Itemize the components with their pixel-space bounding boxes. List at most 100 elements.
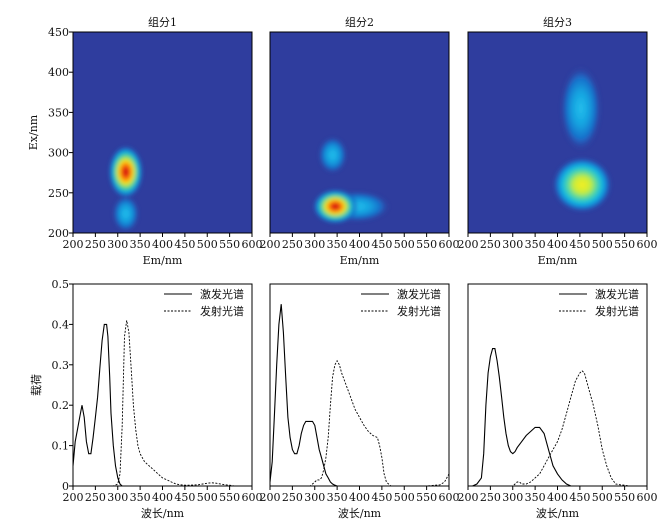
x-tick-label: 550 xyxy=(614,491,635,504)
x-tick-label: 200 xyxy=(260,491,281,504)
y-tick-label: 0.2 xyxy=(52,399,70,412)
x-tick-label: 500 xyxy=(394,491,415,504)
x-tick-label: 600 xyxy=(242,491,263,504)
x-tick-label: 200 xyxy=(458,491,479,504)
x-tick-label: 400 xyxy=(152,491,173,504)
x-tick-label: 350 xyxy=(130,238,151,251)
legend-label: 发射光谱 xyxy=(397,304,441,318)
y-axis-label: Ex/nm xyxy=(27,114,40,150)
x-axis-label: 波长/nm xyxy=(141,507,185,520)
y-tick-label: 300 xyxy=(48,147,69,160)
x-tick-label: 250 xyxy=(480,238,501,251)
peak xyxy=(112,195,139,232)
x-tick-label: 500 xyxy=(197,238,218,251)
legend-label: 激发光谱 xyxy=(595,287,639,301)
legend-label: 发射光谱 xyxy=(595,304,639,318)
x-tick-label: 600 xyxy=(439,491,460,504)
x-tick-label: 600 xyxy=(242,238,263,251)
x-tick-label: 300 xyxy=(107,491,128,504)
excitation-line xyxy=(468,348,572,486)
x-axis-label: Em/nm xyxy=(340,254,380,267)
legend-label: 激发光谱 xyxy=(397,287,441,301)
x-tick-label: 500 xyxy=(394,238,415,251)
plot-background xyxy=(73,284,252,486)
y-tick-label: 250 xyxy=(48,187,69,200)
x-tick-label: 200 xyxy=(458,238,479,251)
plot-background xyxy=(270,284,449,486)
peak xyxy=(553,157,612,212)
x-tick-label: 600 xyxy=(439,238,460,251)
series-group xyxy=(73,320,235,486)
x-tick-label: 300 xyxy=(107,238,128,251)
x-tick-label: 350 xyxy=(130,491,151,504)
y-tick-label: 450 xyxy=(48,26,69,39)
y-tick-label: 0 xyxy=(62,480,69,493)
y-axis-label: 载荷 xyxy=(30,374,43,396)
y-tick-label: 200 xyxy=(48,227,69,240)
x-tick-label: 600 xyxy=(637,491,658,504)
heatmap-peaks xyxy=(313,137,390,224)
x-tick-label: 200 xyxy=(260,238,281,251)
x-axis-label: Em/nm xyxy=(538,254,578,267)
y-tick-label: 0.1 xyxy=(52,440,70,453)
x-tick-label: 250 xyxy=(85,491,106,504)
x-tick-label: 450 xyxy=(174,491,195,504)
x-tick-label: 550 xyxy=(219,238,240,251)
x-tick-label: 250 xyxy=(282,238,303,251)
plot-background xyxy=(468,284,647,486)
x-tick-label: 200 xyxy=(63,491,84,504)
x-tick-label: 450 xyxy=(569,238,590,251)
x-tick-label: 300 xyxy=(502,491,523,504)
x-axis-label: 波长/nm xyxy=(536,507,580,520)
x-tick-label: 450 xyxy=(174,238,195,251)
peak xyxy=(318,137,347,174)
peak xyxy=(108,145,143,198)
emission-line xyxy=(503,370,630,486)
panel-title: 组分3 xyxy=(543,15,572,29)
panel-title: 组分2 xyxy=(345,15,374,29)
x-tick-label: 400 xyxy=(152,238,173,251)
x-tick-label: 500 xyxy=(592,491,613,504)
x-tick-label: 400 xyxy=(547,238,568,251)
y-tick-label: 0.5 xyxy=(52,278,70,291)
peak xyxy=(313,189,358,224)
eem-panel-2: 组分2 200 250 300 350 400 450 500 550 600 Em/nm xyxy=(260,15,460,267)
x-tick-label: 500 xyxy=(592,238,613,251)
x-tick-label: 250 xyxy=(480,491,501,504)
y-tick-label: 0.4 xyxy=(52,318,70,331)
heatmap-background xyxy=(73,32,252,233)
x-axis-label: Em/nm xyxy=(143,254,183,267)
x-tick-label: 350 xyxy=(525,491,546,504)
x-tick-label: 350 xyxy=(525,238,546,251)
x-tick-label: 300 xyxy=(502,238,523,251)
emission-line xyxy=(305,359,449,486)
legend-label: 激发光谱 xyxy=(200,287,244,301)
x-tick-label: 350 xyxy=(327,238,348,251)
x-tick-label: 450 xyxy=(371,491,392,504)
x-axis-label: 波长/nm xyxy=(338,507,382,520)
x-tick-label: 550 xyxy=(416,238,437,251)
x-tick-label: 550 xyxy=(219,491,240,504)
x-tick-label: 600 xyxy=(637,238,658,251)
x-tick-label: 400 xyxy=(349,238,370,251)
excitation-line xyxy=(270,304,338,486)
eem-panel-3: 组分3 200 250 300 350 400 450 500 550 600 Em/nm xyxy=(458,15,658,267)
y-tick-label: 350 xyxy=(48,106,69,119)
y-tick-label: 400 xyxy=(48,66,69,79)
x-tick-label: 300 xyxy=(304,491,325,504)
x-tick-label: 550 xyxy=(416,491,437,504)
x-tick-label: 400 xyxy=(547,491,568,504)
excitation-line xyxy=(73,323,123,486)
legend-label: 发射光谱 xyxy=(200,304,244,318)
series-group xyxy=(468,348,630,486)
x-tick-label: 400 xyxy=(349,491,370,504)
x-tick-label: 250 xyxy=(85,238,106,251)
x-tick-label: 450 xyxy=(569,491,590,504)
heatmap-background xyxy=(468,32,647,233)
x-tick-label: 200 xyxy=(63,238,84,251)
